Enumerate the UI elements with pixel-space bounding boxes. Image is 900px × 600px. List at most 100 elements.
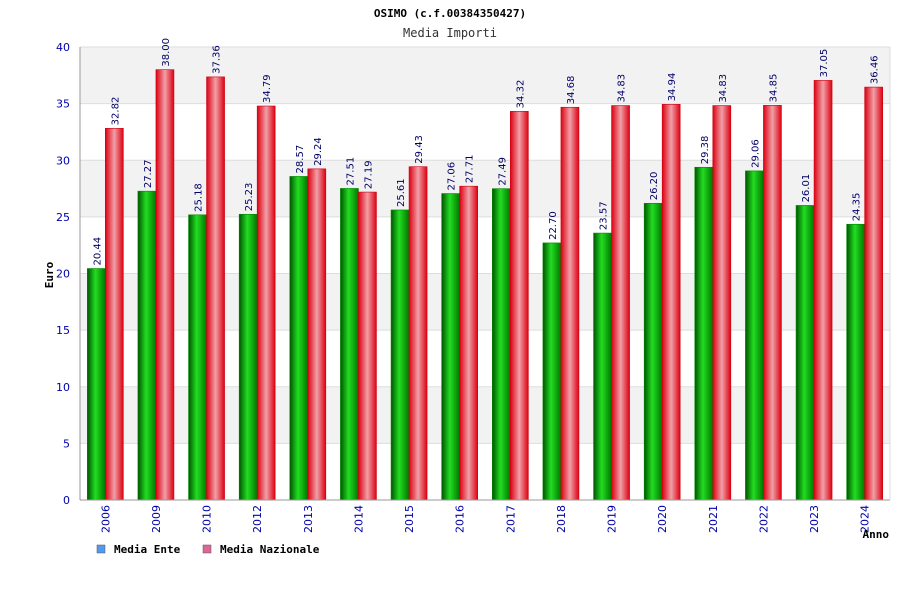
value-label-media-nazionale-2017: 34.32 [515, 80, 526, 109]
value-label-media-ente-2017: 27.49 [497, 157, 508, 186]
chart-subtitle: Media Importi [403, 26, 497, 40]
value-label-media-nazionale-2022: 34.85 [768, 74, 779, 103]
value-label-media-ente-2012: 25.23 [244, 183, 255, 212]
value-label-media-nazionale-2018: 34.68 [566, 76, 577, 105]
x-tick-label-2018: 2018 [555, 505, 568, 533]
value-label-media-ente-2009: 27.27 [143, 160, 154, 189]
bar-media-nazionale-2021 [712, 105, 732, 501]
value-label-media-nazionale-2013: 29.24 [313, 137, 324, 166]
bar-media-ente-2015 [390, 209, 410, 501]
y-tick-label: 5 [63, 437, 70, 450]
bar-media-ente-2023 [795, 205, 815, 501]
bar-media-ente-2024 [846, 223, 865, 501]
bar-media-ente-2021 [694, 166, 714, 501]
bar-media-nazionale-2017 [510, 111, 529, 501]
x-tick-label-2015: 2015 [403, 505, 416, 533]
legend-swatch-media-nazionale [202, 544, 212, 554]
value-label-media-ente-2014: 27.51 [345, 157, 356, 186]
bar-media-nazionale-2019 [611, 105, 630, 501]
value-label-media-nazionale-2016: 27.71 [465, 155, 476, 184]
chart-title: OSIMO (c.f.00384350427) [374, 7, 526, 20]
bar-media-nazionale-2020 [661, 104, 681, 501]
x-tick-label-2019: 2019 [606, 505, 619, 533]
bar-media-ente-2019 [593, 232, 612, 501]
y-tick-label: 25 [56, 211, 70, 224]
y-tick-label: 20 [56, 268, 70, 281]
bar-media-nazionale-2023 [813, 80, 833, 501]
bar-media-nazionale-2018 [560, 106, 580, 501]
value-label-media-nazionale-2023: 37.05 [819, 49, 830, 78]
x-tick-label-2021: 2021 [707, 505, 720, 533]
legend: Media Ente Media Nazionale [96, 543, 320, 556]
value-label-media-ente-2021: 29.38 [700, 136, 711, 165]
y-tick-label: 40 [56, 41, 70, 54]
legend-swatch-media-ente [96, 544, 106, 554]
bar-media-ente-2017 [492, 188, 511, 501]
value-label-media-ente-2016: 27.06 [447, 162, 458, 191]
bar-media-ente-2020 [643, 202, 663, 501]
x-axis-label: Anno [863, 528, 890, 541]
bar-media-ente-2012 [238, 213, 258, 501]
x-tick-label-2012: 2012 [251, 505, 264, 533]
value-label-media-ente-2013: 28.57 [295, 145, 306, 174]
value-label-media-ente-2010: 25.18 [194, 183, 205, 212]
x-tick-label-2023: 2023 [808, 505, 821, 533]
legend-label-media-nazionale: Media Nazionale [220, 543, 320, 556]
value-label-media-nazionale-2009: 38.00 [161, 38, 172, 67]
bars [87, 69, 883, 501]
x-tick-label-2024: 2024 [859, 505, 872, 533]
value-label-media-ente-2019: 23.57 [599, 201, 610, 230]
y-tick-label: 15 [56, 324, 70, 337]
x-tick-label-2020: 2020 [656, 505, 669, 533]
y-tick-label: 0 [63, 494, 70, 507]
bar-media-nazionale-2022 [763, 105, 782, 501]
bar-media-ente-2014 [340, 188, 359, 501]
bar-media-nazionale-2014 [358, 191, 377, 501]
bar-media-nazionale-2024 [864, 86, 883, 501]
value-label-media-ente-2024: 24.35 [852, 193, 863, 222]
value-label-media-nazionale-2024: 36.46 [870, 55, 881, 84]
value-label-media-ente-2022: 29.06 [750, 139, 761, 168]
x-tick-label-2016: 2016 [454, 505, 467, 533]
value-label-media-ente-2015: 25.61 [396, 178, 407, 207]
value-label-media-ente-2023: 26.01 [801, 174, 812, 203]
bar-media-nazionale-2009 [155, 69, 175, 501]
x-tick-label-2013: 2013 [302, 505, 315, 533]
value-label-media-nazionale-2012: 34.79 [262, 74, 273, 103]
value-label-media-nazionale-2019: 34.83 [617, 74, 628, 103]
bar-media-ente-2009 [137, 190, 157, 501]
bar-media-ente-2016 [441, 193, 460, 501]
value-label-media-nazionale-2010: 37.36 [212, 45, 223, 74]
value-label-media-ente-2020: 26.20 [649, 172, 660, 201]
value-label-media-ente-2006: 20.44 [92, 237, 103, 266]
value-label-media-nazionale-2021: 34.83 [718, 74, 729, 103]
y-axis-label: Euro [43, 261, 56, 288]
bar-media-ente-2013 [289, 176, 309, 501]
x-tick-label-2010: 2010 [201, 505, 214, 533]
value-label-media-nazionale-2006: 32.82 [110, 97, 121, 126]
bar-media-nazionale-2015 [408, 166, 428, 501]
x-tick-label-2022: 2022 [757, 505, 770, 533]
axes [79, 47, 891, 501]
value-label-media-nazionale-2014: 27.19 [363, 160, 374, 189]
bar-media-ente-2018 [542, 242, 562, 501]
value-label-media-nazionale-2015: 29.43 [414, 135, 425, 164]
bar-media-ente-2010 [188, 214, 207, 501]
x-tick-labels: 2006 2009 2010 2012 2013 2014 2015 2016 2017 2018… [99, 505, 871, 533]
x-tick-label-2014: 2014 [352, 505, 365, 533]
value-labels: 20.44 32.82 27.27 38.00 25.18 37.36 25.23 34.79… [92, 38, 880, 266]
x-tick-label-2017: 2017 [504, 505, 517, 533]
y-tick-label: 35 [56, 98, 70, 111]
value-label-media-ente-2018: 22.70 [548, 211, 559, 240]
x-tick-label-2006: 2006 [99, 505, 112, 533]
x-tick-label-2009: 2009 [150, 505, 163, 533]
bar-media-nazionale-2010 [206, 76, 225, 501]
bar-media-ente-2006 [87, 268, 106, 501]
value-label-media-nazionale-2020: 34.94 [667, 73, 678, 102]
y-tick-label: 10 [56, 381, 70, 394]
bar-media-nazionale-2006 [105, 128, 124, 501]
legend-label-media-ente: Media Ente [114, 543, 181, 556]
bar-media-nazionale-2016 [459, 185, 478, 501]
bar-media-ente-2022 [745, 170, 764, 501]
